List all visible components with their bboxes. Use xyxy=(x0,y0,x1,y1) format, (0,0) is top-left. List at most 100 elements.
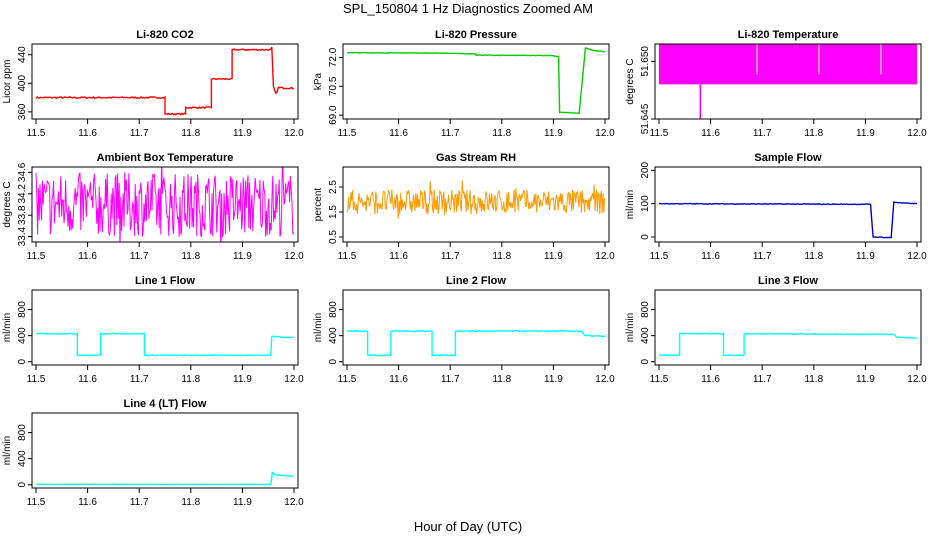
y-tick-label: 360 xyxy=(17,103,28,120)
y-tick-label: 400 xyxy=(17,450,28,467)
x-tick-label: 11.9 xyxy=(544,251,563,262)
x-axis: 11.5 11.6 11.7 11.8 11.9 12.0 xyxy=(27,118,304,139)
chart-panel-8: Line 2 Flow 11.5 11.6 11.7 11.8 11.9 12.0 0 400 8… xyxy=(313,275,615,385)
x-tick-label: 11.8 xyxy=(804,251,823,262)
chart-panel-5: Gas Stream RH 11.5 11.6 11.7 11.8 11.9 12.0 0.5… xyxy=(313,152,615,262)
x-tick-label: 11.6 xyxy=(78,128,97,139)
y-tick-label: 34.2 xyxy=(17,184,28,204)
x-tick-label: 11.7 xyxy=(130,128,149,139)
panel-title: Li-820 Temperature xyxy=(738,29,839,41)
x-tick-label: 11.6 xyxy=(389,374,408,385)
y-tick-label: 200 xyxy=(640,162,651,179)
x-tick-label: 11.5 xyxy=(27,128,46,139)
plot-area xyxy=(36,471,295,486)
plot-area xyxy=(35,332,295,357)
y-axis: 0.5 1.5 2.5 percent xyxy=(313,180,343,244)
y-axis-label: ml/min xyxy=(625,190,636,219)
series-line xyxy=(35,46,295,116)
panel-title: Gas Stream RH xyxy=(436,152,516,164)
x-tick-label: 12.0 xyxy=(284,128,304,139)
chart-panel-1: Li-820 CO2 11.5 11.6 11.7 11.8 11.9 12.0 360 400… xyxy=(2,29,304,139)
y-tick-label: 70.5 xyxy=(328,76,339,96)
y-tick-label: 100 xyxy=(640,195,651,212)
y-axis-label: ml/min xyxy=(313,313,324,342)
x-axis: 11.5 11.6 11.7 11.8 11.9 12.0 xyxy=(27,241,304,262)
x-tick-label: 11.6 xyxy=(78,251,97,262)
x-tick-label: 11.9 xyxy=(856,251,875,262)
plot-area xyxy=(346,329,606,357)
x-tick-label: 11.5 xyxy=(338,251,357,262)
chart-panel-6: Sample Flow 11.5 11.6 11.7 11.8 11.9 12.0 0 100 2… xyxy=(625,152,927,262)
x-tick-label: 11.7 xyxy=(441,128,460,139)
x-tick-label: 11.7 xyxy=(441,374,460,385)
x-tick-label: 11.8 xyxy=(181,374,200,385)
y-tick-label: 0 xyxy=(328,359,339,365)
x-tick-label: 12.0 xyxy=(595,374,615,385)
plot-frame xyxy=(31,412,299,489)
plot-area xyxy=(346,180,606,219)
chart-panel-9: Line 3 Flow 11.5 11.6 11.7 11.8 11.9 12.0 0 400 8… xyxy=(625,275,927,385)
y-axis-label: degrees C xyxy=(2,181,13,227)
series-line xyxy=(35,332,295,357)
y-tick-label: 400 xyxy=(17,327,28,344)
x-tick-label: 11.8 xyxy=(181,251,200,262)
y-tick-label: 0 xyxy=(640,234,651,240)
plot-frame xyxy=(654,289,922,366)
x-axis: 11.5 11.6 11.7 11.8 11.9 12.0 xyxy=(650,364,927,385)
y-tick-label: 51.645 xyxy=(640,103,651,134)
y-tick-label: 72.0 xyxy=(328,47,339,67)
x-tick-label: 11.8 xyxy=(492,374,511,385)
y-tick-label: 800 xyxy=(328,301,339,318)
x-tick-label: 11.6 xyxy=(78,497,97,508)
plot-area xyxy=(659,44,917,119)
y-axis: 0 400 800 ml/min xyxy=(2,424,32,488)
y-axis: 360 400 440 Licor ppm xyxy=(2,46,32,120)
y-axis: 33.433.834.2 34.6 degrees C xyxy=(2,162,32,246)
x-tick-label: 11.5 xyxy=(650,128,669,139)
y-tick-label: 33.4 xyxy=(17,226,28,246)
x-tick-label: 11.6 xyxy=(78,374,97,385)
x-tick-label: 11.8 xyxy=(804,128,823,139)
y-axis: 51.645 51.650 degrees C xyxy=(625,46,655,134)
plot-area xyxy=(347,47,606,114)
chart-panel-7: Line 1 Flow 11.5 11.6 11.7 11.8 11.9 12.0 0 400 8… xyxy=(2,275,304,385)
x-axis-label: Hour of Day (UTC) xyxy=(414,519,522,534)
x-axis: 11.5 11.6 11.7 11.8 11.9 12.0 xyxy=(338,241,615,262)
x-tick-label: 11.7 xyxy=(753,374,772,385)
figure-title: SPL_150804 1 Hz Diagnostics Zoomed AM xyxy=(343,1,593,16)
x-tick-label: 11.7 xyxy=(130,374,149,385)
y-axis-label: ml/min xyxy=(625,313,636,342)
panel-title: Line 3 Flow xyxy=(758,275,818,287)
y-tick-label: 400 xyxy=(17,75,28,92)
x-axis: 11.5 11.6 11.7 11.8 11.9 12.0 xyxy=(650,118,927,139)
y-tick-label: 400 xyxy=(328,327,339,344)
y-axis-label: degrees C xyxy=(625,58,636,104)
series-line xyxy=(346,329,606,357)
x-tick-label: 11.7 xyxy=(441,251,460,262)
series-band xyxy=(659,44,917,85)
x-tick-label: 11.7 xyxy=(130,497,149,508)
y-tick-label: 800 xyxy=(17,424,28,441)
x-tick-label: 11.6 xyxy=(701,374,720,385)
x-tick-label: 12.0 xyxy=(284,251,304,262)
x-tick-label: 12.0 xyxy=(907,251,927,262)
x-axis: 11.5 11.6 11.7 11.8 11.9 12.0 xyxy=(27,364,304,385)
x-tick-label: 11.6 xyxy=(389,128,408,139)
x-tick-label: 11.9 xyxy=(856,128,875,139)
x-tick-label: 11.5 xyxy=(27,374,46,385)
x-tick-label: 12.0 xyxy=(284,497,304,508)
plot-frame xyxy=(342,289,610,366)
y-axis: 0 100 200 ml/min xyxy=(625,162,655,240)
panels-container: Li-820 CO2 11.5 11.6 11.7 11.8 11.9 12.0 360 400… xyxy=(2,29,927,508)
x-tick-label: 11.7 xyxy=(130,251,149,262)
y-tick-label: 800 xyxy=(640,301,651,318)
y-tick-label: 400 xyxy=(640,327,651,344)
y-tick-label: 51.650 xyxy=(640,46,651,77)
x-tick-label: 12.0 xyxy=(595,251,615,262)
x-axis: 11.5 11.6 11.7 11.8 11.9 12.0 xyxy=(338,118,615,139)
x-tick-label: 11.8 xyxy=(181,128,200,139)
x-tick-label: 11.5 xyxy=(338,128,357,139)
y-tick-label: 1.5 xyxy=(328,205,339,219)
